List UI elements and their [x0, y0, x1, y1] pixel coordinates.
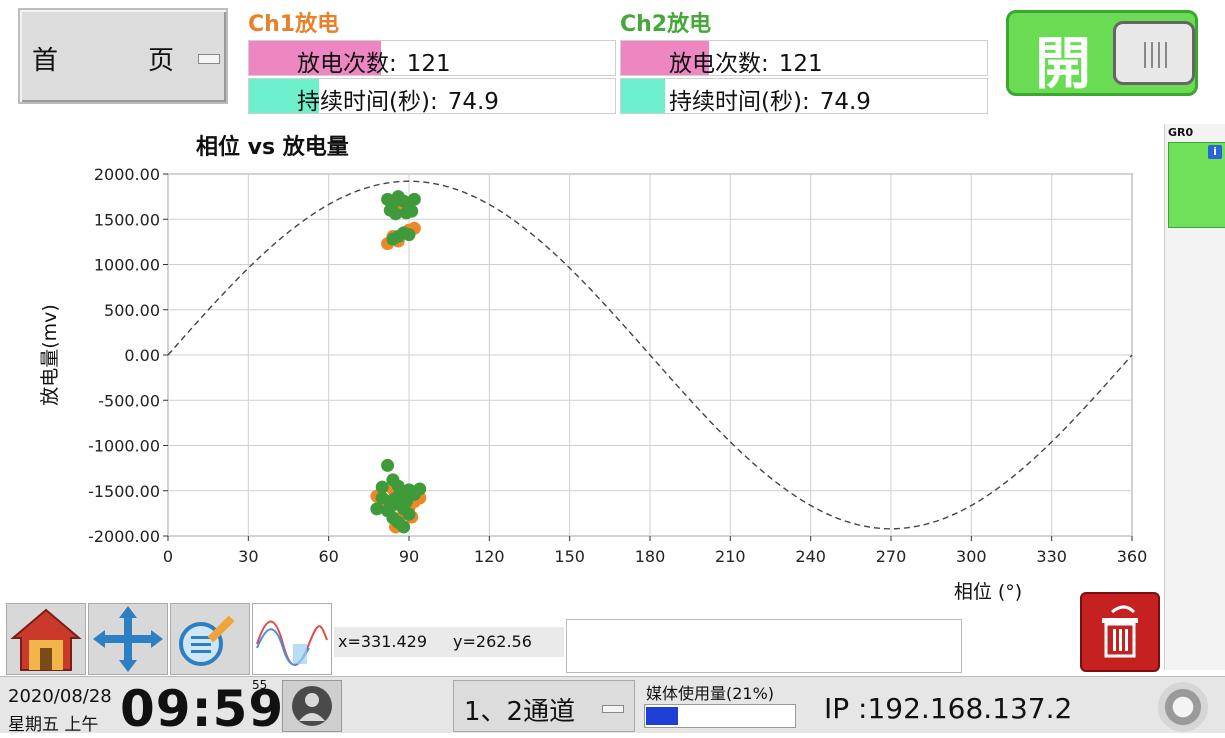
message-box [566, 619, 962, 673]
trash-icon [1102, 605, 1138, 658]
ch2-duration-box: 持续时间(秒): 74.9 [620, 78, 988, 115]
series-1-point [375, 491, 389, 505]
channel-select[interactable]: 1、2通道 [453, 680, 635, 732]
media-usage-fill [646, 707, 678, 725]
y-tick-label: 0.00 [124, 346, 160, 365]
weekday-display: 星期五 上午 [8, 715, 99, 735]
cursor-y-value: y=262.56 [453, 632, 532, 651]
move-arrows-icon [93, 606, 163, 672]
user-button[interactable] [282, 680, 342, 732]
series-1-point [386, 232, 400, 246]
x-tick-label: 270 [876, 547, 907, 566]
series-1-point [399, 495, 413, 509]
x-tick-label: 150 [554, 547, 585, 566]
y-tick-label: -500.00 [98, 391, 160, 410]
gr-label: GR0 [1168, 126, 1194, 139]
home-dropdown-label-a: 首 [32, 46, 59, 76]
home-button[interactable] [6, 603, 86, 675]
ch2-title: Ch2放电 [620, 12, 712, 37]
ch1-duration-box: 持续时间(秒): 74.9 [248, 78, 616, 115]
x-tick-label: 0 [163, 547, 173, 566]
waveform-icon [256, 620, 328, 666]
waveform-view-button[interactable] [252, 603, 332, 675]
power-toggle[interactable]: 開 [1006, 10, 1198, 97]
toggle-knob[interactable] [1113, 21, 1195, 85]
series-1-point [389, 207, 403, 221]
magnifier-icon [179, 615, 235, 666]
ch1-discharge-count: 放电次数: 121 [297, 51, 451, 77]
series-1-point [407, 192, 421, 206]
series-1-point [402, 228, 416, 242]
phase-discharge-chart[interactable]: 相位 vs 放电量 0 30 60 90 120 150 180 210 240 270 300 33… [0, 130, 1160, 610]
x-tick-label: 330 [1036, 547, 1067, 566]
y-tick-label: 2000.00 [94, 165, 160, 184]
x-tick-label: 240 [795, 547, 826, 566]
user-avatar-icon [292, 686, 332, 726]
x-tick-label: 180 [635, 547, 666, 566]
ch1-title: Ch1放电 [248, 12, 340, 37]
y-tick-label: -1000.00 [88, 437, 160, 456]
ip-address: IP :192.168.137.2 [824, 692, 1073, 725]
x-tick-label: 90 [399, 547, 419, 566]
power-state-label: 開 [1035, 32, 1091, 97]
series-1-point [383, 500, 397, 514]
reference-sine-curve [167, 180, 1133, 530]
x-tick-label: 60 [318, 547, 338, 566]
chart-title: 相位 vs 放电量 [196, 134, 349, 160]
series-1-point [397, 520, 411, 534]
cursor-coordinate-readout: x=331.429 y=262.56 [334, 627, 564, 657]
ch2-count-fill-bar [621, 41, 709, 75]
series-1-point [413, 482, 427, 496]
home-page-dropdown[interactable]: 首 页 [18, 8, 228, 104]
clock-seconds: 55 [252, 678, 268, 692]
channel-select-value: 1、2通道 [464, 697, 576, 727]
ch1-discharge-count-box: 放电次数: 121 [248, 40, 616, 77]
gr-channel-panel: GR0 i [1164, 124, 1225, 670]
pan-button[interactable] [88, 603, 168, 675]
dropdown-arrow-icon [602, 705, 624, 713]
ch2-duration: 持续时间(秒): 74.9 [669, 89, 871, 115]
y-tick-label: -2000.00 [88, 527, 160, 546]
clear-data-button[interactable] [1080, 592, 1160, 672]
x-tick-label: 30 [238, 547, 258, 566]
y-tick-label: 1500.00 [94, 210, 160, 229]
info-icon[interactable]: i [1208, 145, 1222, 159]
home-icon [10, 608, 82, 671]
ch2-discharge-count-box: 放电次数: 121 [620, 40, 988, 77]
x-tick-label: 300 [956, 547, 987, 566]
settings-gear-icon[interactable] [1158, 682, 1208, 732]
cursor-x-value: x=331.429 [338, 632, 428, 651]
series-1-point [370, 502, 384, 516]
home-dropdown-label-b: 页 [148, 46, 175, 76]
y-axis-title: 放电量(mv) [39, 304, 61, 406]
ch2-duration-fill-bar [621, 79, 665, 113]
series-1-point [375, 480, 389, 494]
ch1-count-fill-bar [249, 41, 381, 75]
y-tick-label: 500.00 [104, 301, 160, 320]
y-tick-label: -1500.00 [88, 482, 160, 501]
clock-time: 09:59 [120, 680, 285, 738]
x-tick-label: 210 [715, 547, 746, 566]
series-1-point [405, 204, 419, 218]
series-1-point [402, 507, 416, 521]
ch1-duration-fill-bar [249, 79, 319, 113]
zoom-button[interactable] [170, 603, 250, 675]
x-tick-label: 120 [474, 547, 505, 566]
series-1-point [381, 458, 395, 472]
media-usage-label: 媒体使用量(21%) [646, 684, 775, 703]
ch2-discharge-count: 放电次数: 121 [669, 51, 823, 77]
media-usage-bar [644, 704, 796, 728]
x-axis-title: 相位 (°) [954, 581, 1022, 603]
ch1-duration: 持续时间(秒): 74.9 [297, 89, 499, 115]
dropdown-arrow-icon [198, 54, 220, 64]
y-tick-label: 1000.00 [94, 256, 160, 275]
date-display: 2020/08/28 [8, 686, 112, 707]
x-tick-label: 360 [1117, 547, 1148, 566]
